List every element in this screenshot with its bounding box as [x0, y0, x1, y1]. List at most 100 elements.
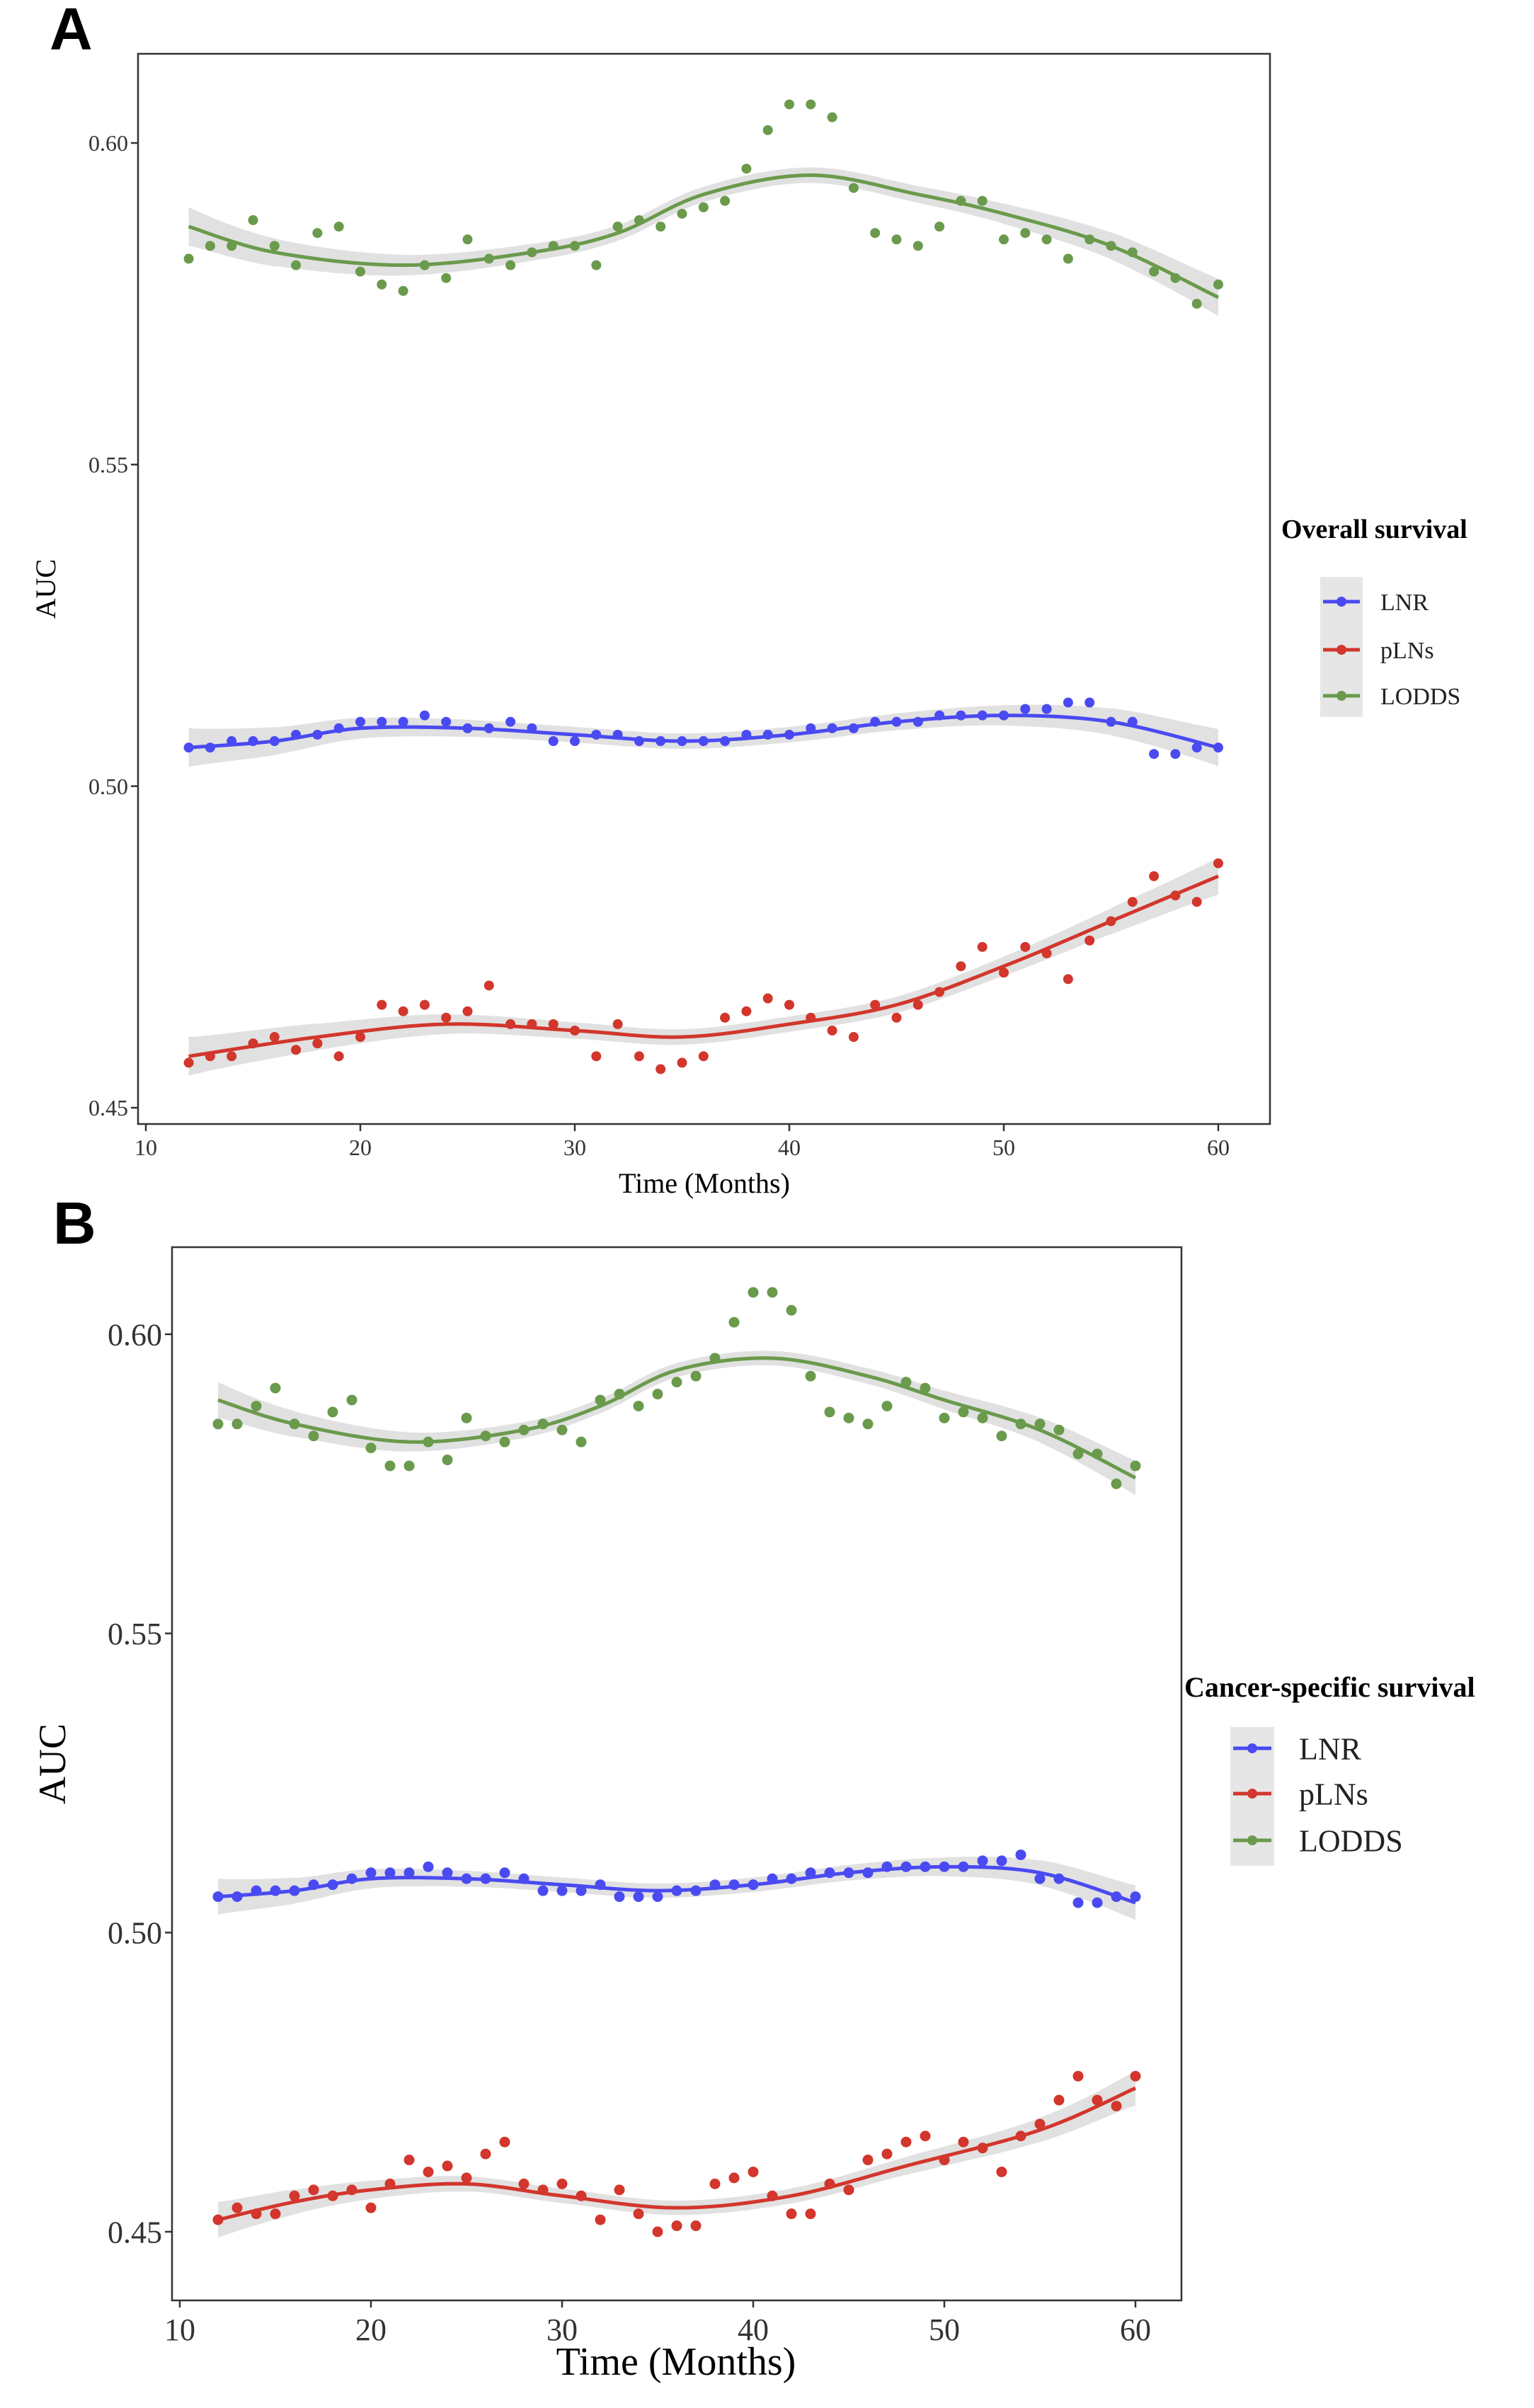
y-tick-label: 0.60 — [108, 1317, 162, 1352]
data-point-plns — [1084, 935, 1095, 946]
legend-key-point-lodds — [1336, 691, 1346, 701]
data-point-plns — [677, 1057, 687, 1068]
data-point-plns — [398, 1006, 408, 1016]
data-point-plns — [848, 1032, 859, 1043]
data-point-lodds — [677, 208, 687, 219]
data-point-lodds — [999, 234, 1009, 245]
data-point-lodds — [556, 1424, 568, 1435]
data-point-plns — [1092, 2094, 1103, 2106]
data-point-plns — [1191, 897, 1202, 907]
data-point-lodds — [720, 195, 731, 206]
panel-label: A — [50, 0, 93, 62]
data-point-lnr — [1084, 697, 1095, 708]
data-point-lodds — [1034, 1418, 1046, 1430]
data-point-lnr — [1092, 1897, 1103, 1908]
panel-b: B 10 20 30 40 50 60 0.45 0.50 0.55 0.60 Time (Month… — [31, 1190, 1475, 2384]
data-point-plns — [1072, 2070, 1084, 2082]
data-point-lodds — [377, 279, 387, 289]
data-point-lnr — [441, 716, 452, 727]
legend-entry-plns: pLNs — [1299, 1777, 1368, 1811]
legend-title: Cancer-specific survival — [1184, 1671, 1475, 1703]
y-tick-label: 0.50 — [88, 774, 128, 799]
data-point-plns — [698, 1051, 709, 1062]
plot-area — [137, 52, 1271, 1125]
data-point-plns — [403, 2155, 415, 2166]
data-point-plns — [805, 2208, 816, 2220]
data-point-plns — [999, 968, 1009, 978]
data-point-plns — [671, 2220, 682, 2232]
data-point-lodds — [728, 1317, 740, 1328]
data-point-lodds — [505, 260, 516, 270]
data-point-lodds — [881, 1400, 893, 1411]
data-point-lodds — [1020, 228, 1031, 239]
x-tick-label: 60 — [1207, 1135, 1230, 1160]
data-point-plns — [591, 1051, 602, 1062]
legend-key-point-lnr — [1336, 597, 1346, 607]
data-point-lnr — [398, 716, 408, 727]
data-point-plns — [333, 1051, 344, 1062]
data-point-plns — [881, 2148, 893, 2160]
data-point-plns — [912, 999, 923, 1010]
data-point-lodds — [251, 1400, 262, 1411]
data-point-lnr — [423, 1861, 434, 1872]
data-point-plns — [1063, 974, 1073, 985]
data-point-lodds — [462, 234, 473, 245]
data-point-plns — [377, 999, 387, 1010]
data-point-plns — [1020, 941, 1031, 952]
data-point-lodds — [398, 285, 408, 296]
data-point-plns — [483, 980, 494, 991]
data-point-lodds — [269, 241, 280, 251]
data-point-plns — [365, 2202, 377, 2213]
data-point-lodds — [891, 234, 902, 245]
data-point-lnr — [614, 1891, 625, 1903]
data-point-lodds — [934, 222, 945, 232]
data-point-lodds — [355, 266, 365, 277]
data-point-plns — [270, 2208, 281, 2220]
data-point-lnr — [1191, 743, 1202, 753]
data-point-lodds — [384, 1460, 396, 1472]
data-point-lodds — [741, 164, 752, 174]
data-point-lnr — [633, 1891, 644, 1903]
data-point-plns — [612, 1019, 623, 1029]
data-point-lodds — [212, 1418, 224, 1430]
data-point-lodds — [461, 1412, 472, 1423]
data-point-lodds — [403, 1460, 415, 1472]
data-point-lodds — [1191, 299, 1202, 309]
data-point-lodds — [656, 222, 666, 232]
data-point-lnr — [1149, 749, 1160, 759]
data-point-plns — [355, 1032, 365, 1043]
data-point-plns — [652, 2226, 663, 2237]
data-point-lodds — [327, 1406, 338, 1418]
data-point-lnr — [556, 1885, 568, 1896]
data-point-lodds — [442, 1455, 453, 1466]
data-point-lodds — [958, 1406, 969, 1418]
smooth-line-lodds — [188, 173, 1220, 299]
data-point-plns — [183, 1057, 194, 1068]
data-point-lodds — [920, 1382, 931, 1394]
y-axis-label: AUC — [30, 559, 62, 619]
data-point-lodds — [698, 202, 709, 212]
data-point-plns — [741, 1006, 752, 1016]
data-point-lodds — [805, 1370, 816, 1382]
data-point-plns — [548, 1019, 559, 1029]
data-point-plns — [920, 2131, 931, 2142]
data-point-lodds — [848, 183, 859, 193]
legend-entry-plns: pLNs — [1380, 638, 1434, 664]
data-point-lodds — [1213, 279, 1223, 289]
data-point-plns — [614, 2184, 625, 2196]
legend-key-point-plns — [1247, 1789, 1257, 1799]
data-point-lodds — [1130, 1460, 1141, 1472]
data-point-lodds — [1053, 1424, 1065, 1435]
y-tick-label: 0.60 — [88, 130, 128, 156]
legend-key-point-plns — [1336, 645, 1346, 655]
data-point-plns — [462, 1006, 473, 1016]
data-point-plns — [480, 2148, 491, 2160]
data-point-plns — [312, 1038, 323, 1049]
data-point-plns — [634, 1051, 644, 1062]
x-axis-label: Time (Months) — [556, 2340, 796, 2384]
data-point-plns — [1130, 2070, 1141, 2082]
data-point-plns — [289, 2190, 300, 2201]
x-tick-label: 10 — [134, 1135, 157, 1160]
data-point-plns — [977, 941, 988, 952]
data-point-lodds — [784, 99, 794, 110]
